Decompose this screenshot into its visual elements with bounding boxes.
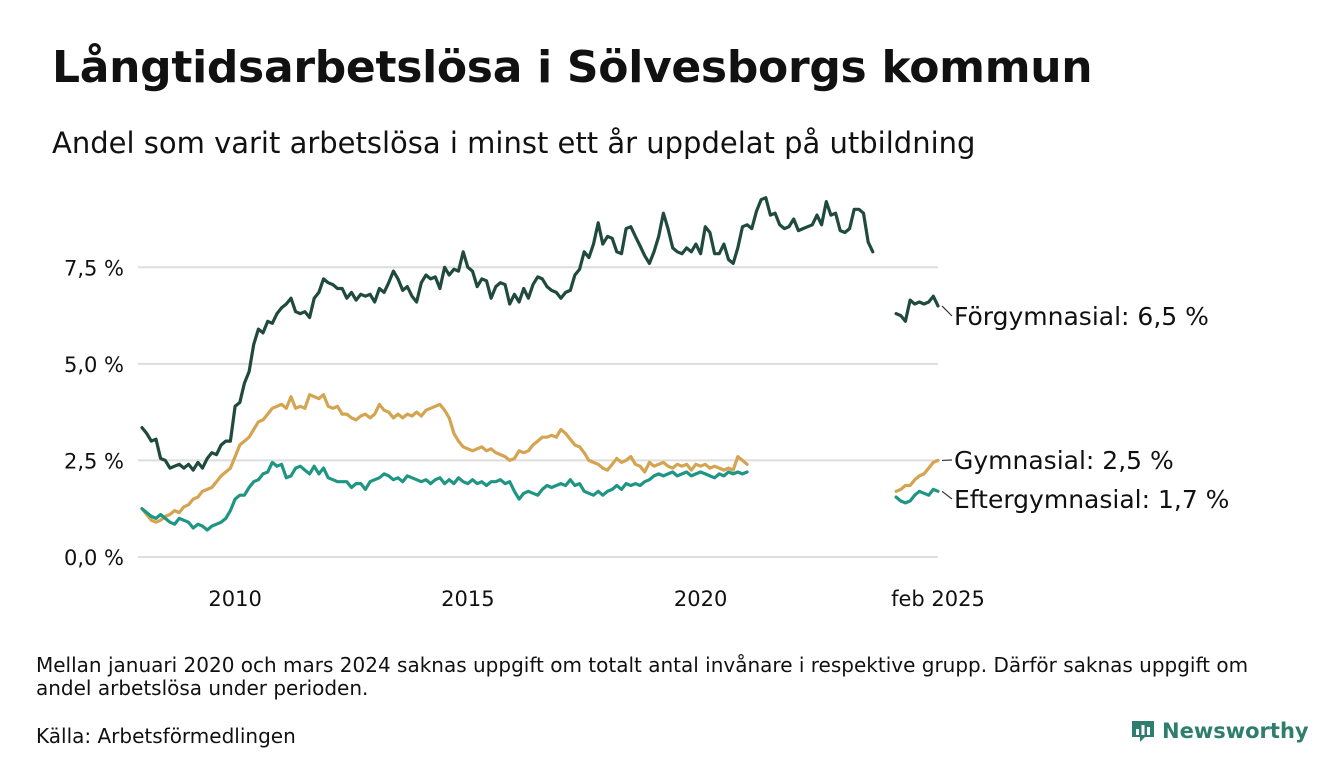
line-chart: 0,0 % 2,5 % 5,0 % 7,5 % 2010 2015 2020 feb 202… (64, 196, 1229, 611)
series-line-eftergymnasial (894, 487, 940, 505)
series-end-label-gymnasial: Gymnasial: 2,5 % (954, 446, 1174, 475)
series-end-labels: Förgymnasial: 6,5 % Gymnasial: 2,5 % Efter… (941, 302, 1229, 514)
bar-chart-icon (1132, 721, 1154, 742)
series-end-label-forgymnasial: Förgymnasial: 6,5 % (954, 302, 1209, 331)
series-end-label-eftergymnasial: Eftergymnasial: 1,7 % (954, 485, 1229, 514)
y-axis-ticks: 0,0 % 2,5 % 5,0 % 7,5 % (64, 256, 124, 570)
x-axis-ticks: 2010 2015 2020 feb 2025 (208, 587, 985, 611)
label-leader (941, 305, 953, 317)
brand-name: Newsworthy (1162, 719, 1309, 743)
y-tick-label: 2,5 % (64, 449, 124, 473)
y-tick-label: 5,0 % (64, 353, 124, 377)
brand-logo: Newsworthy (1130, 718, 1309, 744)
series-line-forgymnasial (894, 294, 940, 323)
x-tick-label: 2015 (441, 587, 494, 611)
source-credit: Källa: Arbetsförmedlingen (36, 724, 296, 748)
series-line-forgymnasial (140, 196, 875, 472)
series-lines (140, 196, 940, 532)
footnote: Mellan januari 2020 och mars 2024 saknas… (36, 653, 1249, 700)
series-line-eftergymnasial (140, 460, 749, 532)
x-tick-label: 2020 (674, 587, 727, 611)
x-tick-label: feb 2025 (891, 587, 985, 611)
label-leader (941, 490, 953, 500)
y-tick-label: 0,0 % (64, 546, 124, 570)
grid-lines (138, 266, 938, 558)
chart-subtitle: Andel som varit arbetslösa i minst ett å… (52, 126, 976, 160)
y-tick-label: 7,5 % (64, 256, 124, 280)
chart-title: Långtidsarbetslösa i Sölvesborgs kommun (52, 42, 1093, 93)
series-line-gymnasial (140, 393, 749, 524)
x-tick-label: 2010 (208, 587, 261, 611)
series-line-gymnasial (894, 458, 940, 493)
